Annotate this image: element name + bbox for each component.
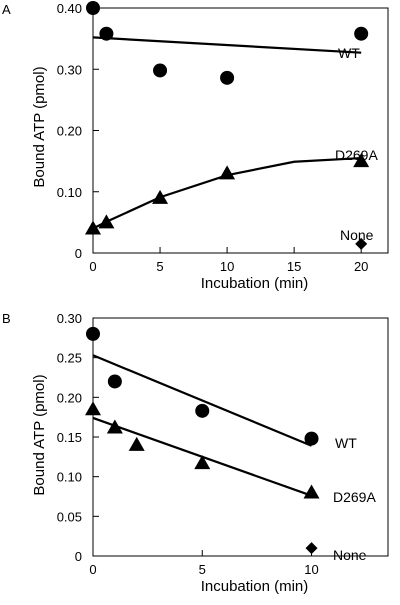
d269a-point (219, 165, 236, 180)
wt-point (86, 326, 100, 341)
y-tick-label: 0.10 (57, 185, 82, 200)
d269a-point (128, 436, 145, 451)
x-tick-label: 10 (220, 259, 234, 274)
wt-fit-line (92, 354, 312, 447)
x-axis-title: Incubation (min) (201, 578, 309, 595)
d269a-point (98, 214, 115, 229)
y-tick-label: 0 (75, 549, 82, 564)
wt-point (304, 431, 319, 446)
panel-b-chart: B 0 0.05 0.10 0.15 0.20 0.25 0.30 0 5 10Incubatio… (2, 311, 389, 595)
d269a-point (194, 455, 211, 470)
x-tick-label: 20 (354, 259, 368, 274)
d269a-series-label: D269A (335, 147, 378, 163)
none-point (355, 237, 368, 250)
y-tick-label: 0.20 (57, 124, 82, 139)
wt-fit-line (92, 36, 362, 54)
d269a-point (152, 189, 169, 204)
x-tick-label: 15 (287, 259, 301, 274)
none-point (305, 542, 318, 555)
none-series-label: None (333, 547, 367, 563)
x-axis-title: Incubation (min) (201, 275, 309, 292)
x-tick-label: 10 (304, 562, 318, 577)
y-tick-label: 0.10 (57, 470, 82, 485)
wt-point (153, 63, 168, 78)
y-tick-label: 0 (75, 246, 82, 261)
d269a-point (85, 220, 101, 235)
y-tick-label: 0.25 (57, 351, 82, 366)
y-tick-label: 0.40 (57, 1, 82, 16)
d269a-point (106, 419, 123, 434)
x-tick-label: 0 (89, 259, 96, 274)
y-axis-title: Bound ATP (pmol) (31, 374, 48, 495)
d269a-point (85, 401, 101, 416)
wt-series-label: WT (335, 435, 357, 451)
wt-point (86, 1, 100, 15)
x-tick-label: 0 (89, 562, 96, 577)
d269a-point (303, 484, 320, 499)
none-series-label: None (340, 227, 374, 243)
y-axis-title: Bound ATP (pmol) (31, 66, 48, 187)
panel-a-chart: A 0 0.10 0.20 0.30 0.40 0 5 10 15 20 Incubation (m… (2, 1, 389, 292)
wt-point (354, 26, 369, 41)
wt-point (99, 26, 114, 41)
x-tick-label: 5 (199, 562, 206, 577)
wt-point (220, 70, 235, 85)
panel-a-letter: A (2, 2, 11, 17)
y-tick-label: 0.05 (57, 509, 82, 524)
wt-point (195, 403, 210, 418)
panel-b-letter: B (2, 311, 11, 326)
y-tick-label: 0.20 (57, 390, 82, 405)
d269a-series-label: D269A (333, 489, 376, 505)
y-tick-label: 0.15 (57, 430, 82, 445)
y-tick-label: 0.30 (57, 311, 82, 326)
x-tick-label: 5 (156, 259, 163, 274)
y-tick-label: 0.30 (57, 62, 82, 77)
wt-point (107, 374, 122, 389)
d269a-point (353, 153, 370, 168)
wt-series-label: WT (338, 45, 360, 61)
